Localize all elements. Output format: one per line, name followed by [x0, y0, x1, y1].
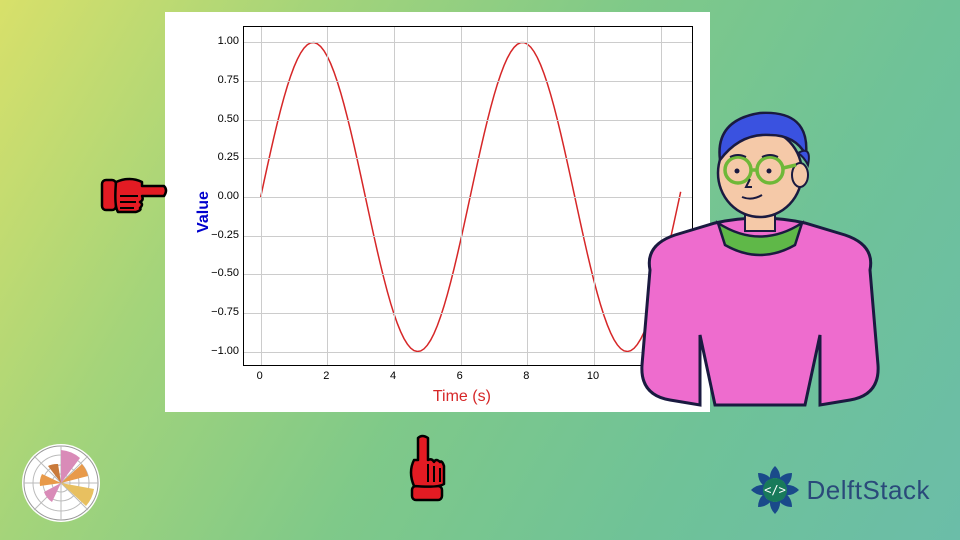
pointer-hand-up — [398, 432, 454, 502]
gridline-v — [394, 27, 395, 365]
x-axis-label: Time (s) — [433, 388, 491, 406]
xtick-label: 0 — [257, 370, 263, 382]
ytick-label: 0.00 — [179, 190, 239, 202]
ytick-label: 0.50 — [179, 113, 239, 125]
xtick-label: 2 — [323, 370, 329, 382]
gridline-v — [261, 27, 262, 365]
gridline-v — [461, 27, 462, 365]
ytick-label: 1.00 — [179, 35, 239, 47]
xtick-label: 4 — [390, 370, 396, 382]
ytick-label: −0.25 — [179, 229, 239, 241]
xtick-label: 6 — [457, 370, 463, 382]
gridline-h — [244, 81, 692, 82]
gridline-v — [327, 27, 328, 365]
gridline-v — [527, 27, 528, 365]
pointer-hand-left — [100, 166, 170, 222]
ytick-label: −0.75 — [179, 306, 239, 318]
delftstack-logo: </> DelftStack — [749, 464, 931, 516]
xtick-label: 10 — [587, 370, 599, 382]
ytick-label: −1.00 — [179, 345, 239, 357]
ytick-label: −0.50 — [179, 267, 239, 279]
ytick-label: 0.25 — [179, 151, 239, 163]
gridline-h — [244, 42, 692, 43]
delftstack-badge-icon: </> — [749, 464, 801, 516]
delftstack-text: DelftStack — [807, 475, 931, 506]
gridline-v — [594, 27, 595, 365]
polar-chart-icon — [22, 444, 100, 522]
svg-text:</>: </> — [764, 483, 786, 497]
xtick-label: 8 — [523, 370, 529, 382]
ytick-label: 0.75 — [179, 74, 239, 86]
character-illustration — [620, 105, 900, 415]
